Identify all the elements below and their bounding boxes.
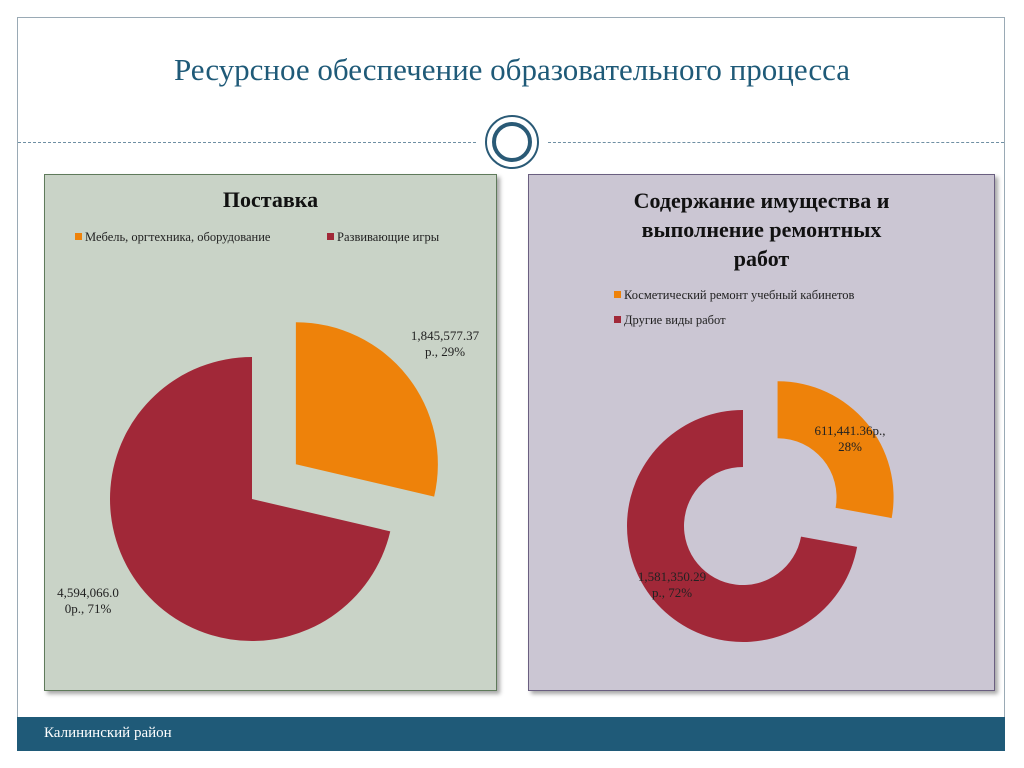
chart-panel-maintenance: Содержание имущества и выполнение ремонт… xyxy=(528,174,995,691)
donut-segment-2 xyxy=(627,410,858,642)
data-label: 611,441.36р., 28% xyxy=(800,423,900,455)
footer-text: Калининский район xyxy=(44,725,172,741)
data-label: 4,594,066.0 0р., 71% xyxy=(46,585,130,617)
legend-label: Развивающие игры xyxy=(337,230,440,244)
chart-title-line: выполнение ремонтных xyxy=(641,217,882,242)
data-label-line: р., 29% xyxy=(424,344,466,359)
legend-item: Косметический ремонт учебный кабинетов xyxy=(614,288,854,303)
legend-swatch xyxy=(75,233,82,240)
data-label-line: 0р., 71% xyxy=(64,601,112,616)
pie-slice-2 xyxy=(109,357,391,641)
chart-title: Поставка xyxy=(222,187,319,212)
data-label-line: 1,581,350.29 xyxy=(637,569,707,584)
circle-ornament-icon xyxy=(485,115,539,169)
chart-title: Содержание имущества и выполнение ремонт… xyxy=(529,186,994,273)
footer-bar: Калининский район xyxy=(17,717,1005,751)
legend-label: Мебель, оргтехника, оборудование xyxy=(85,230,271,244)
pie-chart xyxy=(109,322,438,641)
divider-left xyxy=(18,142,476,143)
legend-swatch xyxy=(614,316,621,323)
legend-label: Другие виды работ xyxy=(624,313,726,327)
doughnut-chart xyxy=(627,381,894,642)
divider-right xyxy=(548,142,1004,143)
data-label: 1,845,577.37 р., 29% xyxy=(405,328,485,360)
legend-label: Косметический ремонт учебный кабинетов xyxy=(624,288,855,302)
chart-title-line: Содержание имущества и xyxy=(633,188,890,213)
pie-slice-1 xyxy=(295,322,438,497)
legend-item: Мебель, оргтехника, оборудование xyxy=(75,230,270,245)
legend-item: Другие виды работ xyxy=(614,313,726,328)
data-label-line: 4,594,066.0 xyxy=(57,585,119,600)
data-label-line: 611,441.36р., xyxy=(814,423,886,438)
slide-title: Ресурсное обеспечение образовательного п… xyxy=(173,52,851,87)
chart-panel-supply: Поставка Мебель, оргтехника, оборудовани… xyxy=(44,174,497,691)
data-label-line: 28% xyxy=(838,439,862,454)
donut-segment-1 xyxy=(777,381,894,519)
legend-swatch xyxy=(614,291,621,298)
legend-item: Развивающие игры xyxy=(327,230,439,245)
data-label-line: 1,845,577.37 xyxy=(410,328,480,343)
data-label: 1,581,350.29 р., 72% xyxy=(622,569,722,601)
legend-swatch xyxy=(327,233,334,240)
data-label-line: р., 72% xyxy=(651,585,693,600)
chart-title-line: работ xyxy=(733,246,790,271)
